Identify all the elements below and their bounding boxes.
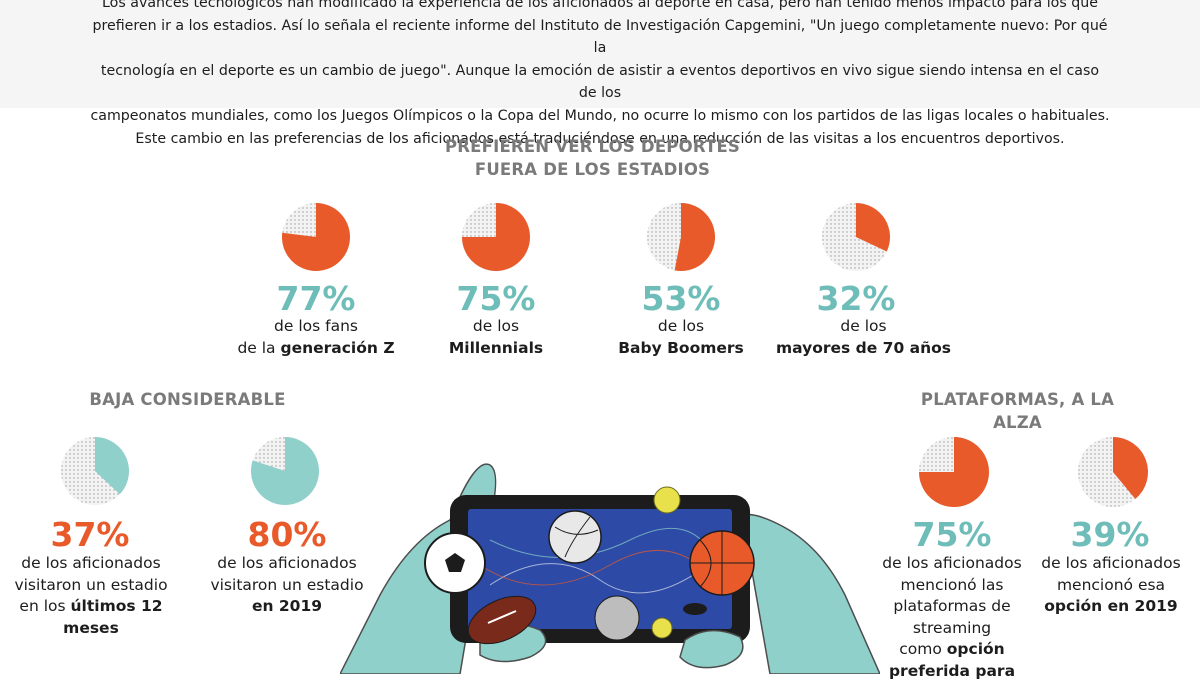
pie-value-slice (462, 203, 530, 271)
pie-chart-millennials (462, 203, 530, 271)
caption-bold: últimos 12 meses (63, 597, 163, 637)
value-label: 77% (276, 279, 356, 318)
caption-gen-z: de los fans de la generación Z (226, 316, 406, 359)
football-icon (467, 595, 537, 645)
pie-value-slice (282, 203, 350, 271)
caption-bold: mayores de 70 años (775, 338, 951, 357)
intro-text-block: Los avances tecnológicos han modificado … (0, 0, 1200, 147)
caption-text: de la (237, 338, 281, 357)
pie-value-slice (674, 203, 715, 271)
pie-chart-gen-z (282, 203, 350, 271)
pie-value-slice (856, 203, 890, 252)
tennis-ball-icon (653, 486, 681, 514)
basketball-seams (690, 531, 754, 595)
pie-value-slice (95, 437, 129, 495)
caption-text: streaming (912, 618, 992, 637)
section-title-platforms: PLATAFORMAS, A LA ALZA (920, 390, 1115, 432)
caption-bold: opción (946, 640, 1005, 658)
gray-ball-icon (594, 595, 640, 641)
intro-line: Los avances tecnológicos han modificado … (102, 0, 1098, 11)
intro-line: tecnología en el deporte es un cambio de… (100, 62, 1100, 102)
caption-bold: generación Z (280, 338, 395, 357)
pie-value-slice (251, 437, 319, 505)
football-laces (487, 610, 517, 624)
pie-chart-over-70 (822, 203, 890, 271)
phone-screen (468, 509, 732, 629)
intro-line: Este cambio en las preferencias de los a… (135, 130, 1065, 147)
value-label: 32% (816, 279, 896, 318)
section-title-prefer: PREFIEREN VER LOS DEPORTES FUERA DE LOS … (400, 135, 785, 181)
caption-baby-boomers: de los Baby Boomers (591, 316, 771, 359)
caption-text: de los aficionados (882, 554, 1022, 572)
caption-bold: Baby Boomers (618, 338, 744, 357)
value-label: 75% (456, 279, 536, 318)
section-title-line: PREFIEREN VER LOS DEPORTES (444, 137, 740, 156)
caption-text: de los (472, 317, 520, 335)
pie-value-slice (1113, 437, 1148, 499)
caption-bold: en 2019 (251, 597, 323, 615)
caption-text: visitaron un estadio (14, 575, 168, 594)
value-label: 39% (1070, 515, 1150, 554)
volleyball-icon (548, 510, 602, 564)
right-thumb-shape (679, 630, 744, 669)
right-hand-shape (732, 513, 880, 674)
hockey-puck-icon (683, 603, 707, 615)
section-title-line: FUERA DE LOS ESTADIOS (474, 160, 711, 179)
volleyball-seams (554, 516, 599, 558)
caption-text: de los aficionados (21, 554, 161, 572)
pie-value-slice (919, 437, 989, 507)
caption-text: de los (840, 317, 887, 335)
caption-bold: preferida para (888, 661, 1016, 680)
pie-chart-visited-12-months (61, 437, 129, 505)
caption-text: mencionó las (900, 575, 1004, 594)
caption-text: como (899, 640, 947, 658)
caption-bold: Millennials (448, 338, 544, 357)
caption-text: de los fans (274, 317, 358, 335)
pie-chart-visited-2019 (251, 437, 319, 505)
screen-lines (489, 554, 721, 594)
value-label: 53% (641, 279, 721, 318)
value-label: 37% (50, 515, 130, 554)
intro-line: campeonatos mundiales, como los Juegos O… (90, 107, 1110, 124)
caption-text: visitaron un estadio (210, 575, 364, 594)
small-tennis-ball-icon (651, 617, 673, 639)
caption-text: de los (657, 317, 705, 335)
intro-line: prefieren ir a los estadios. Así lo seña… (92, 17, 1108, 57)
phone-sports-illustration (340, 463, 880, 674)
caption-text: de los aficionados (1041, 554, 1181, 572)
caption-text: en los (19, 597, 71, 615)
pie-chart-baby-boomers (647, 203, 715, 271)
caption-streaming-preferred: de los aficionados mencionó las platafor… (862, 553, 1042, 682)
caption-text: de los aficionados (217, 554, 357, 572)
pie-chart-streaming-2019 (1078, 437, 1148, 507)
caption-millennials: de los Millennials (406, 316, 586, 359)
section-title-decline: BAJA CONSIDERABLE (89, 390, 286, 409)
caption-visited-12-months: de los aficionados visitaron un estadio … (0, 553, 182, 639)
value-label: 80% (247, 515, 327, 554)
caption-over-70: de los mayores de 70 años (756, 316, 971, 359)
caption-visited-2019: de los aficionados visitaron un estadio … (196, 553, 378, 618)
value-label: 75% (912, 515, 992, 554)
intro-paragraph: Los avances tecnológicos han modificado … (90, 0, 1110, 150)
soccer-ball-patch (445, 553, 465, 572)
caption-text: mencionó esa (1056, 575, 1166, 594)
caption-text: plataformas de (893, 597, 1011, 615)
caption-bold: opción en 2019 (1044, 597, 1178, 615)
caption-streaming-2019: de los aficionados mencionó esa opción e… (1022, 553, 1200, 618)
pie-chart-streaming-preferred (919, 437, 989, 507)
